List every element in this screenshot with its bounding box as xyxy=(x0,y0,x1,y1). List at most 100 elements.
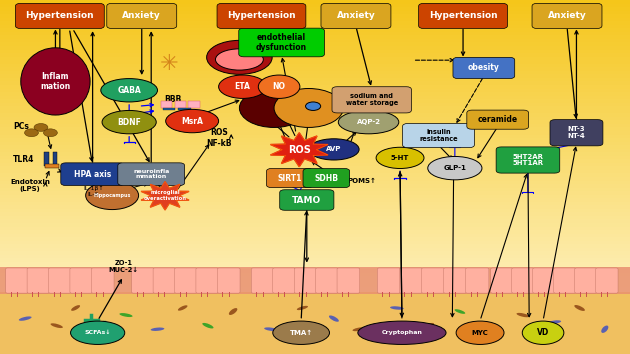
Ellipse shape xyxy=(376,147,424,169)
Bar xyxy=(0,46,630,50)
Ellipse shape xyxy=(120,313,132,317)
Text: microglial
overactivation: microglial overactivation xyxy=(144,190,186,201)
Bar xyxy=(0,145,630,149)
FancyBboxPatch shape xyxy=(27,268,50,293)
Bar xyxy=(0,227,630,230)
Bar xyxy=(0,71,630,74)
FancyBboxPatch shape xyxy=(596,268,618,293)
Circle shape xyxy=(34,124,48,131)
Bar xyxy=(0,267,630,294)
Bar xyxy=(0,42,630,46)
Text: MYC: MYC xyxy=(472,330,488,336)
Ellipse shape xyxy=(71,321,125,344)
FancyBboxPatch shape xyxy=(217,268,240,293)
Bar xyxy=(0,333,630,336)
Bar xyxy=(0,156,630,159)
Bar xyxy=(0,78,630,81)
FancyBboxPatch shape xyxy=(280,190,334,210)
Ellipse shape xyxy=(219,75,266,98)
Text: NO: NO xyxy=(273,82,285,91)
Ellipse shape xyxy=(21,48,90,115)
Bar xyxy=(0,234,630,237)
Bar xyxy=(0,124,630,127)
FancyBboxPatch shape xyxy=(337,268,360,293)
FancyBboxPatch shape xyxy=(418,3,508,29)
Text: ROS: ROS xyxy=(288,145,311,155)
Bar xyxy=(0,219,630,223)
Text: IL-1β↑
IL-6: IL-1β↑ IL-6 xyxy=(83,185,103,197)
Ellipse shape xyxy=(517,313,529,317)
Bar xyxy=(0,269,630,273)
Bar xyxy=(0,81,630,85)
Bar xyxy=(0,110,630,113)
Ellipse shape xyxy=(86,181,139,210)
Bar xyxy=(0,319,630,322)
Bar xyxy=(0,64,630,67)
Text: MsrA: MsrA xyxy=(181,116,203,126)
Bar xyxy=(0,159,630,163)
Bar xyxy=(188,101,200,108)
FancyBboxPatch shape xyxy=(533,268,555,293)
Text: BBB: BBB xyxy=(164,95,182,104)
Text: ceramide: ceramide xyxy=(478,115,518,124)
Ellipse shape xyxy=(329,315,339,322)
Ellipse shape xyxy=(297,306,308,310)
Text: Hippocampus: Hippocampus xyxy=(93,193,131,198)
Text: HPA axis: HPA axis xyxy=(74,170,112,179)
Bar xyxy=(0,209,630,212)
Bar xyxy=(0,297,630,301)
Text: SDHB: SDHB xyxy=(314,173,338,183)
Text: Anxiety: Anxiety xyxy=(336,11,375,21)
FancyBboxPatch shape xyxy=(266,169,313,188)
Bar xyxy=(0,7,630,11)
Bar xyxy=(0,308,630,312)
Bar xyxy=(0,117,630,120)
Text: Anxiety: Anxiety xyxy=(122,11,161,21)
FancyBboxPatch shape xyxy=(316,268,338,293)
Bar xyxy=(0,266,630,269)
FancyBboxPatch shape xyxy=(60,163,124,185)
Ellipse shape xyxy=(428,156,482,180)
Bar xyxy=(0,113,630,117)
Ellipse shape xyxy=(101,79,158,102)
FancyBboxPatch shape xyxy=(332,87,411,113)
FancyBboxPatch shape xyxy=(91,268,114,293)
Bar xyxy=(0,195,630,198)
Bar xyxy=(0,85,630,88)
Bar xyxy=(0,198,630,202)
Bar xyxy=(0,290,630,294)
Ellipse shape xyxy=(202,323,214,329)
Ellipse shape xyxy=(456,321,504,344)
Bar xyxy=(161,101,172,108)
Text: VD: VD xyxy=(537,328,549,337)
Ellipse shape xyxy=(239,88,309,127)
Bar xyxy=(0,181,630,184)
Bar xyxy=(0,248,630,251)
Bar xyxy=(0,120,630,124)
Bar xyxy=(0,57,630,60)
Bar xyxy=(45,164,59,168)
FancyBboxPatch shape xyxy=(196,268,219,293)
Text: TAMO: TAMO xyxy=(292,195,321,205)
Text: 5HT2AR
5HT1AR: 5HT2AR 5HT1AR xyxy=(512,154,544,166)
Circle shape xyxy=(43,129,57,137)
Circle shape xyxy=(25,129,38,137)
Bar xyxy=(0,131,630,135)
FancyBboxPatch shape xyxy=(554,268,576,293)
Bar xyxy=(0,88,630,92)
Bar xyxy=(0,343,630,347)
Bar xyxy=(0,223,630,227)
Bar xyxy=(44,152,49,166)
Bar xyxy=(0,166,630,170)
FancyBboxPatch shape xyxy=(512,268,534,293)
Bar xyxy=(0,32,630,35)
Bar xyxy=(0,336,630,340)
Bar xyxy=(0,177,630,181)
FancyBboxPatch shape xyxy=(6,268,28,293)
Bar xyxy=(0,60,630,64)
Ellipse shape xyxy=(178,305,188,311)
FancyBboxPatch shape xyxy=(403,124,474,148)
Text: TMA↑: TMA↑ xyxy=(290,330,312,336)
Text: ETA: ETA xyxy=(234,82,251,91)
Bar xyxy=(0,138,630,142)
